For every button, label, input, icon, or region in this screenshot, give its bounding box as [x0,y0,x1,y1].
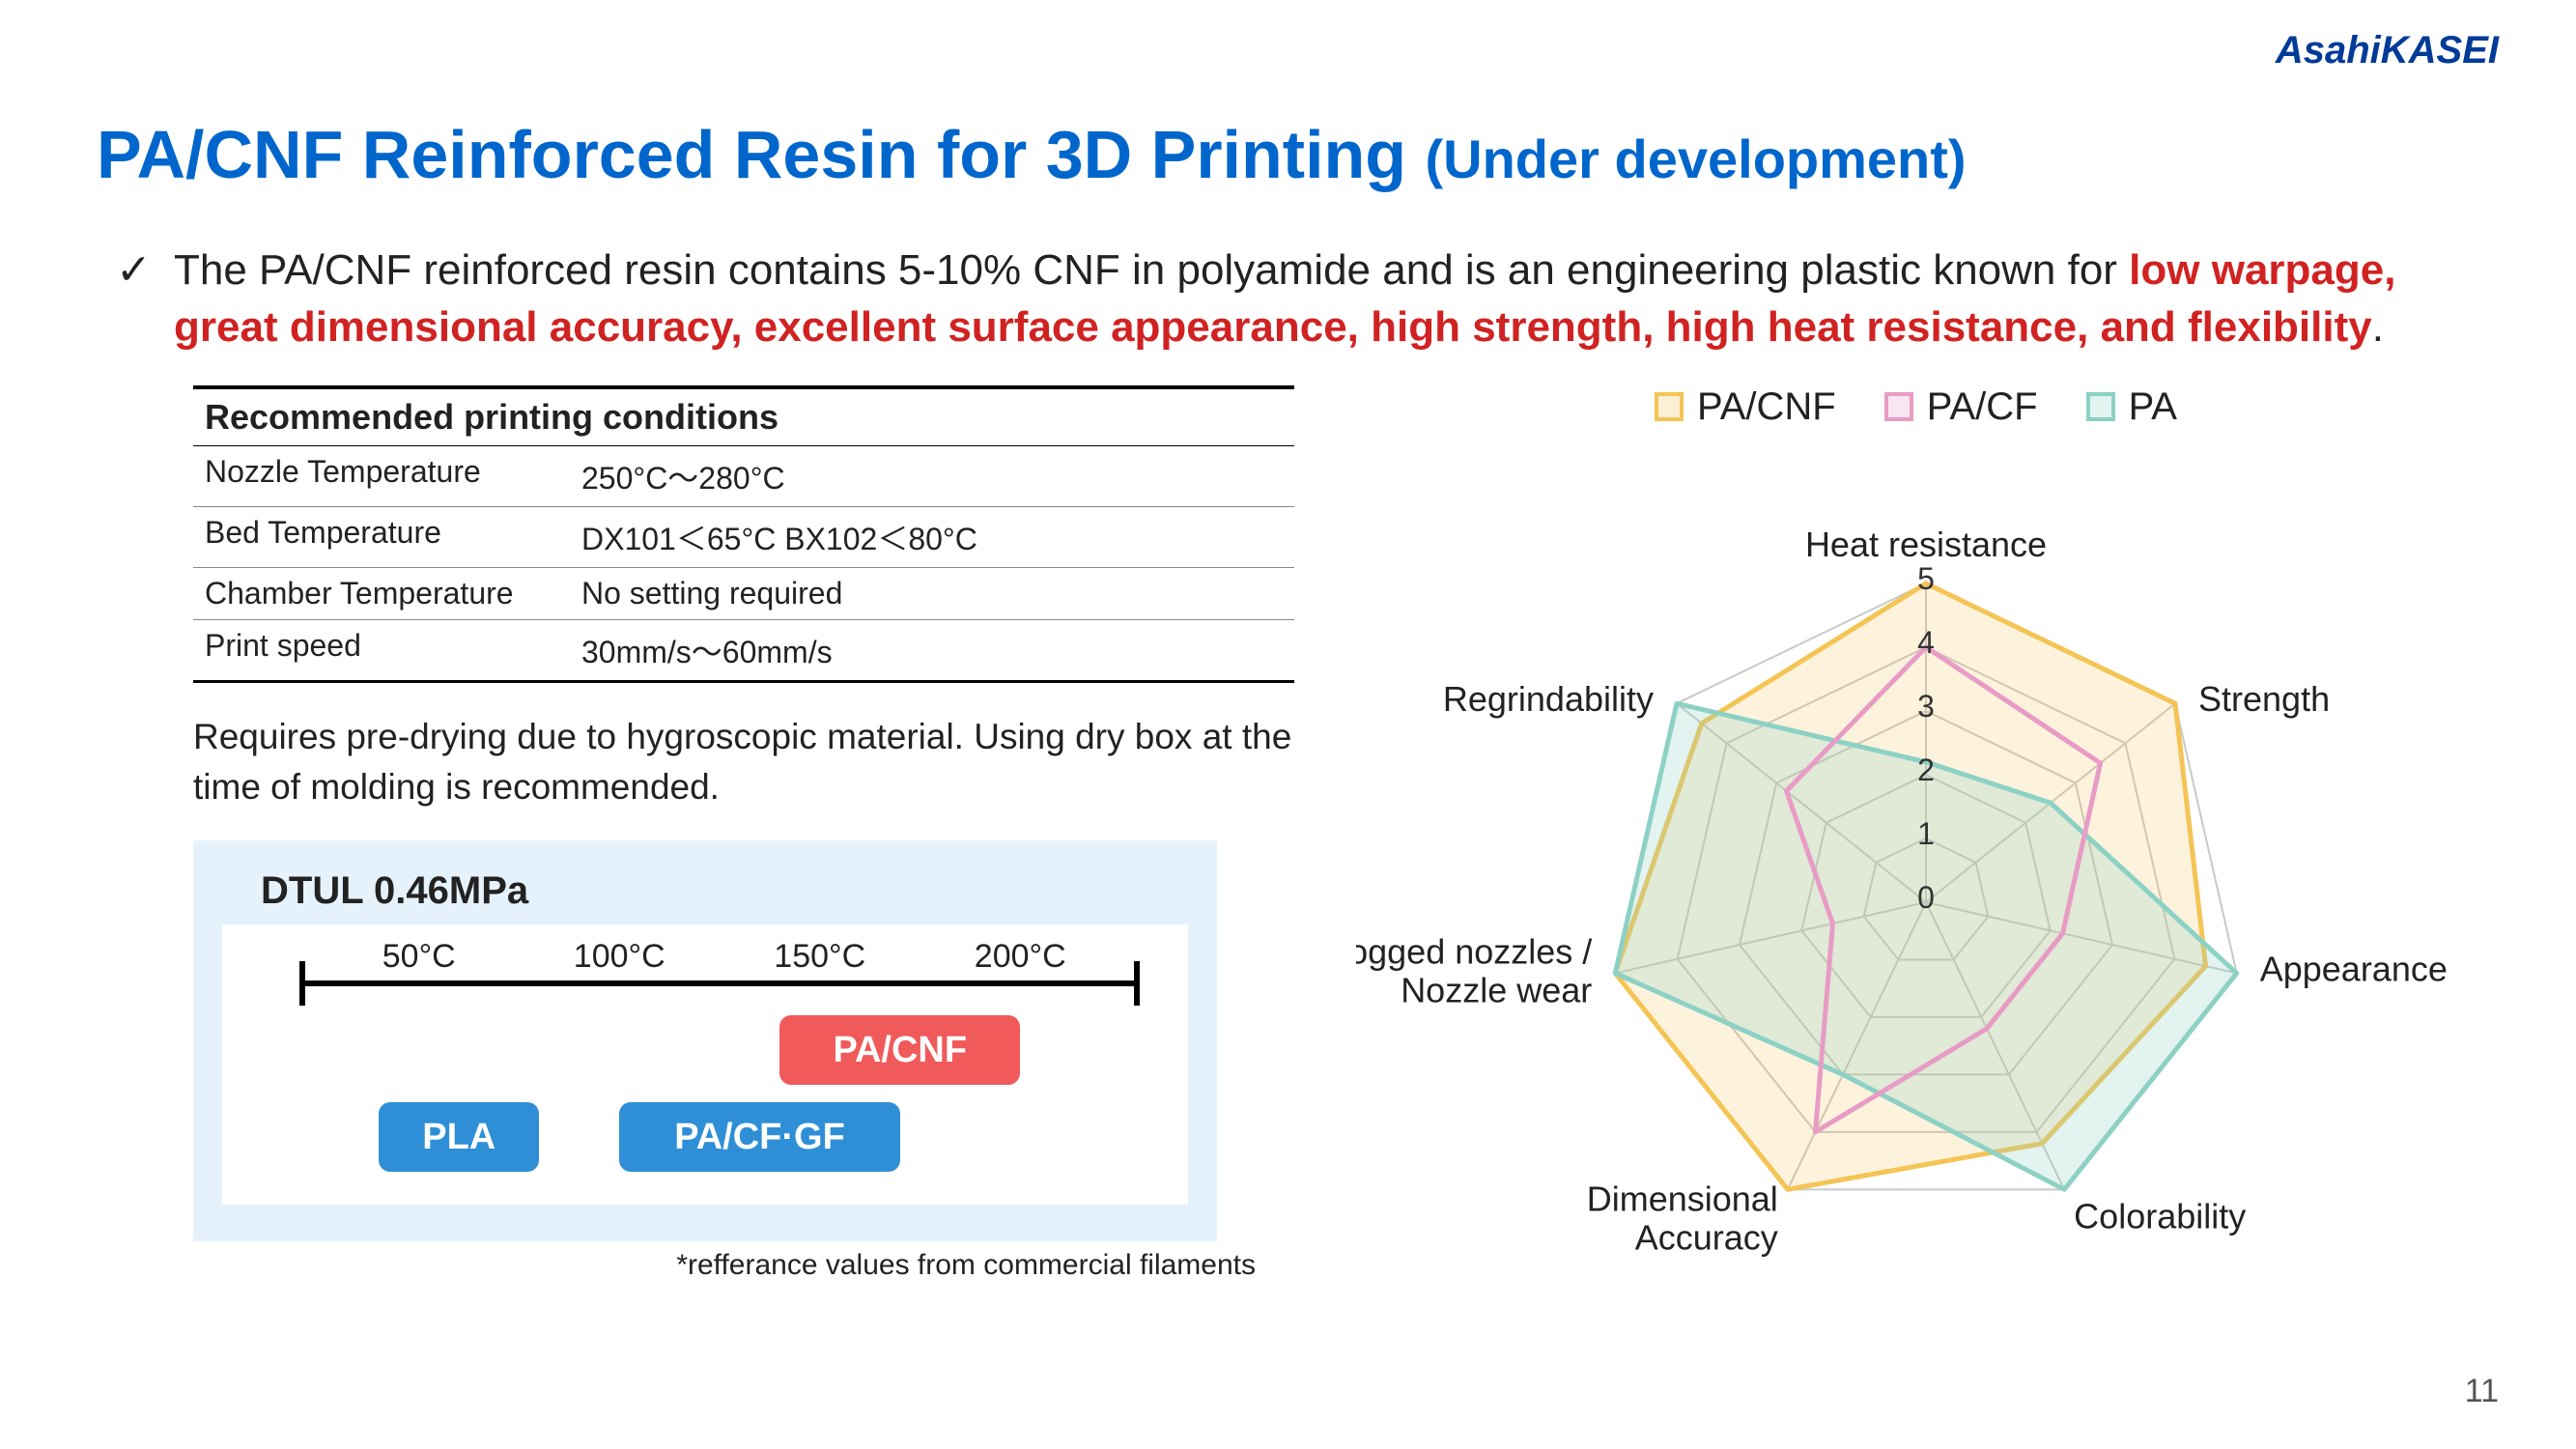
conditions-row: Chamber TemperatureNo setting required [193,568,1294,620]
radar-axis-label: Accuracy [1634,1217,1777,1257]
radar-legend: PA/CNF PA/CF PA [1333,385,2499,429]
check-icon: ✓ [116,242,174,356]
left-column: Recommended printing conditions Nozzle T… [97,385,1294,1308]
drying-note: Requires pre-drying due to hygroscopic m… [193,712,1294,812]
conditions-value: DX101＜65°C BX102＜80°C [581,515,1283,559]
radar-level-label: 0 [1917,880,1935,915]
page-number: 11 [2465,1373,2499,1410]
dtul-axis-line [299,980,1140,986]
conditions-label: Chamber Temperature [205,576,581,611]
summary-lead: The PA/CNF reinforced resin contains 5-1… [174,246,2129,294]
conditions-header: Recommended printing conditions [193,385,1294,446]
conditions-value: 30mm/s～60mm/s [581,628,1283,672]
legend-swatch [1655,392,1684,421]
radar-axis-label: Regrindability [1442,679,1653,719]
brand-part1: Asahi [2276,29,2381,71]
dtul-tick-label: 150°C [774,938,865,976]
legend-item: PA/CF [1884,385,2038,429]
dtul-scale: 50°C 100°C 150°C 200°C PA/CNF PLA PA/CF·GF [222,924,1188,1205]
legend-label: PA/CNF [1697,385,1836,429]
conditions-row: Bed TemperatureDX101＜65°C BX102＜80°C [193,507,1294,568]
dtul-tick-label: 100°C [574,938,665,976]
summary-text: The PA/CNF reinforced resin contains 5-1… [174,242,2441,356]
radar-axis-label: Heat resistance [1804,525,2046,564]
legend-item: PA [2086,385,2177,429]
dtul-bar-pa-cf-gf: PA/CF·GF [619,1102,900,1172]
dtul-bar-pa-cnf: PA/CNF [779,1015,1020,1085]
conditions-label: Bed Temperature [205,515,581,559]
legend-swatch [2086,392,2115,421]
radar-level-label: 4 [1917,625,1935,660]
radar-axis-label: Dimensional [1586,1179,1777,1218]
dtul-tick-label: 200°C [975,938,1066,976]
radar-axis-label: Nozzle wear [1401,970,1592,1009]
legend-label: PA [2129,385,2177,429]
content-columns: Recommended printing conditions Nozzle T… [97,385,2499,1308]
conditions-value: No setting required [581,576,1283,611]
right-column: PA/CNF PA/CF PA 0 1 2 3 4 5Heat resistance Stren… [1333,385,2499,1308]
dtul-title: DTUL 0.46MPa [222,869,1188,913]
page-title: PA/CNF Reinforced Resin for 3D Printing … [97,116,2499,193]
slide: AsahiKASEI PA/CNF Reinforced Resin for 3… [0,0,2576,1449]
radar-axis-label: Colorability [2074,1196,2246,1236]
conditions-label: Nozzle Temperature [205,454,581,498]
legend-item: PA/CNF [1655,385,1836,429]
conditions-value: 250°C～280°C [581,454,1283,498]
title-main: PA/CNF Reinforced Resin for 3D Printing [97,117,1426,192]
legend-swatch [1884,392,1913,421]
radar-axis-label: Clogged nozzles / [1356,931,1592,971]
radar-chart: 0 1 2 3 4 5Heat resistance Strength Appearance C… [1356,439,2477,1308]
radar-level-label: 2 [1917,753,1935,787]
radar-level-label: 5 [1917,561,1935,596]
conditions-row: Print speed30mm/s～60mm/s [193,620,1294,683]
summary-tail: . [2372,303,2384,351]
conditions-label: Print speed [205,628,581,672]
dtul-bar-pla: PLA [379,1102,539,1172]
radar-level-label: 3 [1917,689,1935,724]
conditions-table: Nozzle Temperature250°C～280°CBed Tempera… [193,446,1294,683]
brand-part2: KASEI [2381,29,2499,71]
dtul-panel: DTUL 0.46MPa 50°C 100°C 150°C 200°C PA/CNF PL… [193,840,1217,1241]
radar-axis-label: Appearance [2259,949,2447,988]
summary-bullet: ✓ The PA/CNF reinforced resin contains 5… [97,242,2499,356]
dtul-footnote: *refferance values from commercial filam… [193,1249,1294,1282]
dtul-tick-label: 50°C [382,938,456,976]
radar-axis-label: Strength [2198,679,2330,719]
radar-level-label: 1 [1917,816,1935,851]
conditions-row: Nozzle Temperature250°C～280°C [193,446,1294,507]
title-sub: (Under development) [1426,128,1967,189]
brand-logo: AsahiKASEI [2276,29,2499,72]
legend-label: PA/CF [1927,385,2038,429]
